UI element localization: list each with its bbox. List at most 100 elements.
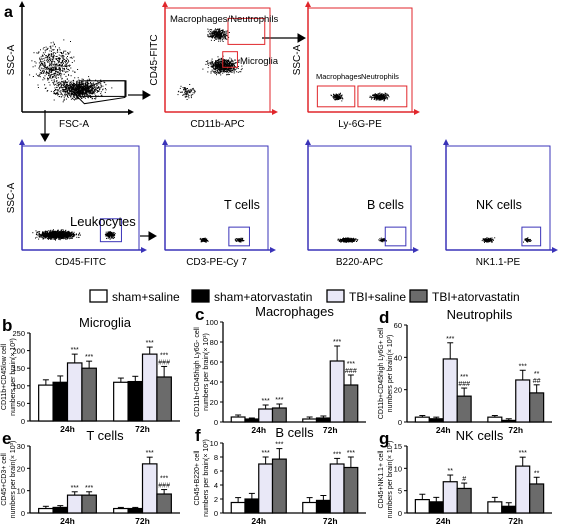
bar: [258, 463, 274, 514]
flow-plot-p3: Ly-6G-PE SSC-A: [292, 1, 420, 130]
significance-label: **: [447, 468, 453, 475]
y-tick-label: 20: [210, 398, 218, 407]
bar: [141, 353, 158, 422]
legend-item: TBI+saline: [326, 289, 406, 304]
significance-label: ***: [275, 442, 283, 449]
bar: [244, 418, 260, 423]
legend: sham+saline sham+atorvastatin TBI+saline TB…: [89, 289, 520, 304]
y-tick-label: 100: [12, 382, 25, 391]
category-label: 24h: [60, 516, 75, 526]
significance-label: ###: [458, 381, 470, 388]
y-tick-label: 0: [214, 509, 218, 518]
bar: [113, 381, 129, 422]
gate-box: [99, 218, 122, 243]
y-tick-label: 10: [17, 487, 25, 496]
y-tick-label: 15: [394, 442, 402, 451]
x-axis-arrow: [552, 247, 558, 253]
bar: [66, 494, 83, 514]
gate-box: [316, 85, 356, 108]
gate-label: Microglia: [240, 56, 279, 67]
bar: [113, 507, 129, 514]
bar: [156, 493, 172, 514]
panel-letter: b: [2, 316, 12, 335]
legend-label: TBI+atorvastatin: [432, 290, 520, 304]
panel-letter: c: [195, 305, 204, 324]
panel-letter: f: [195, 426, 201, 445]
category-label: 72h: [135, 424, 150, 434]
y-axis-arrow: [305, 1, 311, 7]
bar: [414, 499, 430, 514]
bar: [81, 494, 97, 514]
x-axis-label: B220-APC: [336, 257, 383, 268]
flow-plot-p6: B220-APC: [305, 139, 419, 268]
gate-box: [228, 226, 250, 247]
gate-box: [78, 80, 127, 97]
x-axis-arrow: [128, 109, 134, 115]
flow-dots: [337, 237, 387, 243]
significance-label: ***: [460, 374, 468, 381]
y-axis-arrow: [443, 139, 449, 145]
bar: [456, 487, 472, 514]
y-tick-label: 10: [394, 464, 402, 473]
category-label: 24h: [251, 516, 266, 526]
bar: [529, 392, 545, 423]
gate-box: [222, 51, 238, 68]
y-tick-label: 100: [205, 318, 218, 327]
flow-plot-p1: FSC-A SSC-A: [6, 1, 134, 130]
y-tick-label: 20: [17, 464, 25, 473]
bar: [230, 416, 246, 423]
bar: [442, 481, 458, 514]
flow-dots: [481, 237, 532, 243]
significance-label: ***: [333, 451, 341, 458]
bar: [127, 507, 144, 514]
flow-frame: [307, 7, 413, 113]
y-axis-arrow: [19, 1, 25, 7]
gate-box: [227, 17, 266, 45]
x-axis-arrow: [272, 109, 278, 115]
bar: [501, 505, 517, 514]
panel-letter-a: a: [4, 4, 13, 21]
bar: [271, 458, 287, 514]
y-axis-label: CD11b+CD45high Ly6G- cell numbers per bra…: [194, 327, 210, 417]
flow-dots: [32, 229, 116, 241]
flow-dots: [199, 237, 245, 243]
bar: [127, 380, 144, 422]
panel-letter: e: [2, 429, 11, 448]
y-axis-label: CD11b+CD45low cell numbers per brain(× 10…: [1, 338, 17, 416]
legend-label: sham+saline: [112, 290, 180, 304]
legend-label: sham+atorvastatin: [214, 290, 312, 304]
x-axis-label: CD3-PE-Cy 7: [186, 257, 247, 268]
x-axis-label: CD11b-APC: [190, 119, 244, 130]
significance-label: ***: [71, 347, 79, 354]
significance-label: ***: [519, 450, 527, 457]
x-axis-label: Ly-6G-PE: [338, 119, 382, 130]
significance-label: ***: [519, 363, 527, 370]
legend-item: sham+saline: [89, 289, 180, 304]
y-axis-label: SSC-A: [6, 44, 17, 75]
y-axis-label: SSC-A: [292, 44, 303, 75]
flow-plot-p5: CD3-PE-Cy 7: [162, 139, 276, 268]
bar: [456, 395, 472, 423]
significance-label: ***: [71, 485, 79, 492]
bar: [81, 367, 97, 422]
y-axis-arrow: [162, 139, 168, 145]
y-tick-label: 40: [210, 378, 218, 387]
bar: [302, 418, 318, 423]
panel-letter: d: [379, 308, 389, 327]
bar: [52, 506, 69, 514]
y-axis-arrow: [19, 139, 25, 145]
y-axis-arrow: [305, 139, 311, 145]
y-tick-label: 0: [398, 509, 402, 518]
chart-title: Microglia: [79, 315, 132, 330]
bar: [343, 384, 359, 423]
category-label: 72h: [508, 425, 523, 435]
gate-label: T cells: [224, 198, 260, 212]
significance-label: ***: [146, 450, 154, 457]
y-tick-label: 80: [210, 338, 218, 347]
bar: [515, 379, 531, 423]
significance-label: ***: [347, 450, 355, 457]
significance-label: ***: [347, 361, 355, 368]
bar: [302, 501, 318, 514]
y-tick-label: 60: [394, 321, 402, 330]
significance-label: ##: [533, 378, 541, 385]
